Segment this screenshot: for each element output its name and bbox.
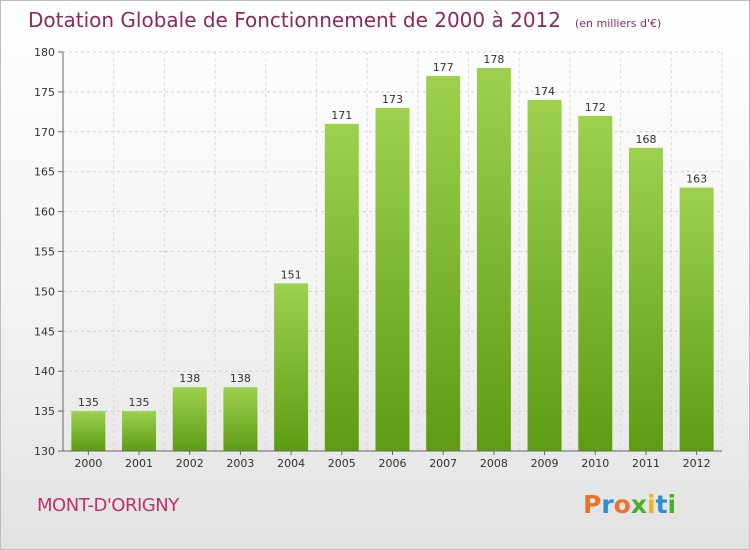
bar bbox=[426, 75, 461, 451]
bar bbox=[223, 387, 258, 451]
y-tick-label: 135 bbox=[34, 405, 55, 418]
bar bbox=[71, 411, 106, 451]
logo-letter: i bbox=[647, 490, 656, 519]
commune-name: MONT-D'ORIGNY bbox=[37, 495, 179, 516]
y-tick-label: 160 bbox=[34, 206, 55, 219]
bar bbox=[679, 187, 714, 451]
x-tick-label: 2007 bbox=[429, 457, 457, 470]
y-tick-label: 165 bbox=[34, 166, 55, 179]
y-tick-label: 145 bbox=[34, 325, 55, 338]
x-tick-label: 2012 bbox=[683, 457, 711, 470]
logo-letter: r bbox=[601, 490, 614, 519]
bar bbox=[527, 99, 562, 451]
y-tick-label: 170 bbox=[34, 126, 55, 139]
bar bbox=[122, 411, 157, 451]
x-tick-label: 2011 bbox=[632, 457, 660, 470]
logo-letter: P bbox=[583, 490, 602, 519]
y-tick-label: 180 bbox=[34, 46, 55, 59]
x-tick-label: 2003 bbox=[226, 457, 254, 470]
x-tick-label: 2005 bbox=[328, 457, 356, 470]
bar bbox=[628, 147, 663, 451]
x-tick-label: 2004 bbox=[277, 457, 305, 470]
logo-letter: o bbox=[613, 490, 631, 519]
y-tick-label: 155 bbox=[34, 246, 55, 259]
bar-value-label: 173 bbox=[382, 93, 403, 106]
bar-value-label: 172 bbox=[585, 101, 606, 114]
bar-value-label: 178 bbox=[483, 53, 504, 66]
bar bbox=[375, 107, 410, 452]
chart-title: Dotation Globale de Fonctionnement de 20… bbox=[28, 8, 661, 32]
bar bbox=[324, 123, 359, 451]
x-tick-label: 2010 bbox=[581, 457, 609, 470]
bar-value-label: 171 bbox=[331, 109, 352, 122]
logo-letter: i bbox=[667, 490, 677, 519]
bar bbox=[274, 283, 309, 451]
logo-letter: t bbox=[655, 490, 668, 519]
bar-value-label: 135 bbox=[78, 396, 99, 409]
y-tick-label: 130 bbox=[34, 445, 55, 458]
y-tick-label: 175 bbox=[34, 86, 55, 99]
title-text: Dotation Globale de Fonctionnement de 20… bbox=[28, 8, 561, 32]
x-tick-label: 2006 bbox=[379, 457, 407, 470]
x-tick-label: 2001 bbox=[125, 457, 153, 470]
bar-value-label: 135 bbox=[129, 396, 150, 409]
y-tick-label: 150 bbox=[34, 285, 55, 298]
y-tick-label: 140 bbox=[34, 365, 55, 378]
bar-value-label: 174 bbox=[534, 85, 555, 98]
bar bbox=[476, 67, 511, 452]
bar bbox=[578, 115, 613, 451]
bar-value-label: 163 bbox=[686, 173, 707, 186]
x-tick-label: 2002 bbox=[176, 457, 204, 470]
bars: 135 135 138 138 151 171 173 177 178 174 172 168 163 bbox=[71, 53, 714, 452]
bar-value-label: 138 bbox=[230, 372, 251, 385]
title-subtitle: (en milliers d'€) bbox=[575, 17, 662, 30]
x-tick-label: 2008 bbox=[480, 457, 508, 470]
bar-value-label: 177 bbox=[433, 61, 454, 74]
bar-value-label: 151 bbox=[281, 268, 302, 281]
logo-letter: x bbox=[630, 490, 647, 519]
proxiti-logo[interactable]: Proxiti bbox=[583, 490, 676, 519]
bar-value-label: 138 bbox=[179, 372, 200, 385]
x-tick-label: 2009 bbox=[531, 457, 559, 470]
x-tick-label: 2000 bbox=[74, 457, 102, 470]
axes: 130 135 140 145 150 155 160 165 170 175 180 2000 200… bbox=[34, 46, 722, 470]
bar-value-label: 168 bbox=[635, 133, 656, 146]
bar bbox=[172, 387, 207, 451]
